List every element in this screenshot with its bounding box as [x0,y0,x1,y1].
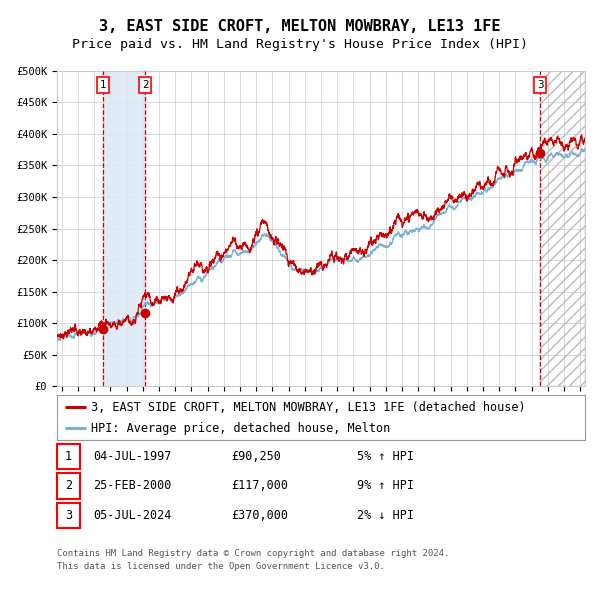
Text: 3, EAST SIDE CROFT, MELTON MOWBRAY, LE13 1FE: 3, EAST SIDE CROFT, MELTON MOWBRAY, LE13… [99,19,501,34]
Text: 3: 3 [65,509,72,522]
Text: 04-JUL-1997: 04-JUL-1997 [93,450,172,463]
Text: Price paid vs. HM Land Registry's House Price Index (HPI): Price paid vs. HM Land Registry's House … [72,38,528,51]
Bar [540,71,585,386]
Text: This data is licensed under the Open Government Licence v3.0.: This data is licensed under the Open Gov… [57,562,385,571]
Bar [103,71,145,386]
Text: 25-FEB-2000: 25-FEB-2000 [93,479,172,493]
Text: Contains HM Land Registry data © Crown copyright and database right 2024.: Contains HM Land Registry data © Crown c… [57,549,449,558]
Text: £117,000: £117,000 [231,479,288,493]
Text: 2: 2 [142,80,149,90]
Text: HPI: Average price, detached house, Melton: HPI: Average price, detached house, Melt… [91,422,391,435]
Text: 05-JUL-2024: 05-JUL-2024 [93,509,172,522]
Text: 2: 2 [65,479,72,493]
Text: £90,250: £90,250 [231,450,281,463]
Text: 1: 1 [65,450,72,463]
Text: 1: 1 [100,80,106,90]
Text: 2% ↓ HPI: 2% ↓ HPI [357,509,414,522]
Text: 3: 3 [537,80,544,90]
Text: £370,000: £370,000 [231,509,288,522]
Text: 9% ↑ HPI: 9% ↑ HPI [357,479,414,493]
Text: 3, EAST SIDE CROFT, MELTON MOWBRAY, LE13 1FE (detached house): 3, EAST SIDE CROFT, MELTON MOWBRAY, LE13… [91,401,526,414]
Text: 5% ↑ HPI: 5% ↑ HPI [357,450,414,463]
